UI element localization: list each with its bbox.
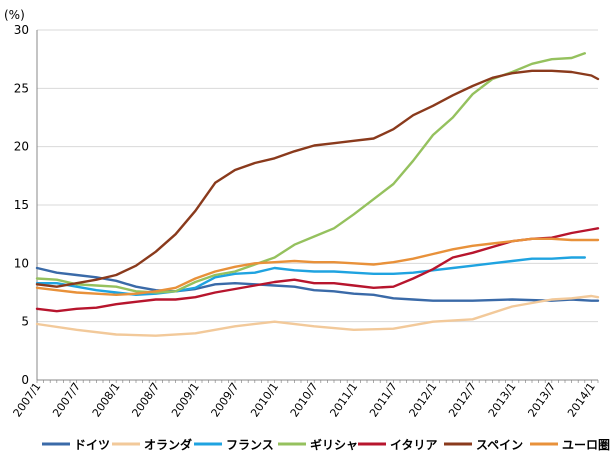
y-tick-label: 20: [14, 140, 29, 154]
x-tick-label: 2011/7: [367, 380, 400, 419]
y-tick-label: 0: [21, 373, 29, 387]
grid-lines: [37, 29, 598, 323]
series-line-0: [35, 266, 600, 302]
series-line-5: [35, 69, 600, 288]
x-tick-label: 2014/1: [565, 380, 598, 419]
x-tick-label: 2011/1: [327, 380, 360, 419]
x-tick-label: 2009/1: [169, 380, 202, 419]
legend: ドイツ オランダ フランス ギリシャ イタリア スペイン ユーロ圏: [42, 437, 610, 452]
series-line-6: [35, 237, 600, 296]
x-tick-label: 2009/7: [209, 380, 242, 419]
x-tick-label: 2013/7: [525, 380, 558, 419]
legend-label-4: イタリア: [390, 438, 438, 452]
axes: [36, 30, 598, 381]
series-line-1: [35, 294, 600, 337]
legend-label-5: スペイン: [476, 438, 523, 452]
y-tick-label: 30: [14, 23, 29, 37]
y-tick-label: 15: [14, 198, 29, 212]
series-line-3: [35, 52, 586, 294]
y-tick-label: 25: [14, 81, 29, 95]
x-tick-label: 2012/1: [407, 380, 440, 419]
series-lines: [35, 52, 600, 337]
x-tick-label: 2008/7: [129, 380, 162, 419]
y-tick-label: 10: [14, 256, 29, 270]
legend-label-1: オランダ: [144, 437, 192, 452]
x-tick-label: 2013/1: [486, 380, 519, 419]
y-tick-label: 5: [21, 315, 29, 329]
legend-label-2: フランス: [226, 438, 274, 452]
x-tick-label: 2010/7: [288, 380, 321, 419]
legend-label-6: ユーロ圏: [562, 438, 610, 452]
x-tick-label: 2008/1: [90, 380, 123, 419]
legend-label-3: ギリシャ: [310, 437, 358, 452]
x-tick-label: 2007/7: [50, 380, 83, 419]
y-unit-label: (%): [4, 8, 25, 22]
legend-label-0: ドイツ: [74, 438, 110, 452]
x-tick-label: 2012/7: [446, 380, 479, 419]
x-axis-ticks: 2007/1 2007/7 2008/1 2008/7 2009/1 2009/7 2010…: [11, 380, 599, 419]
x-tick-label: 2010/1: [248, 380, 281, 419]
y-axis-ticks: 0 5 10 15 20 25 30: [14, 23, 29, 387]
